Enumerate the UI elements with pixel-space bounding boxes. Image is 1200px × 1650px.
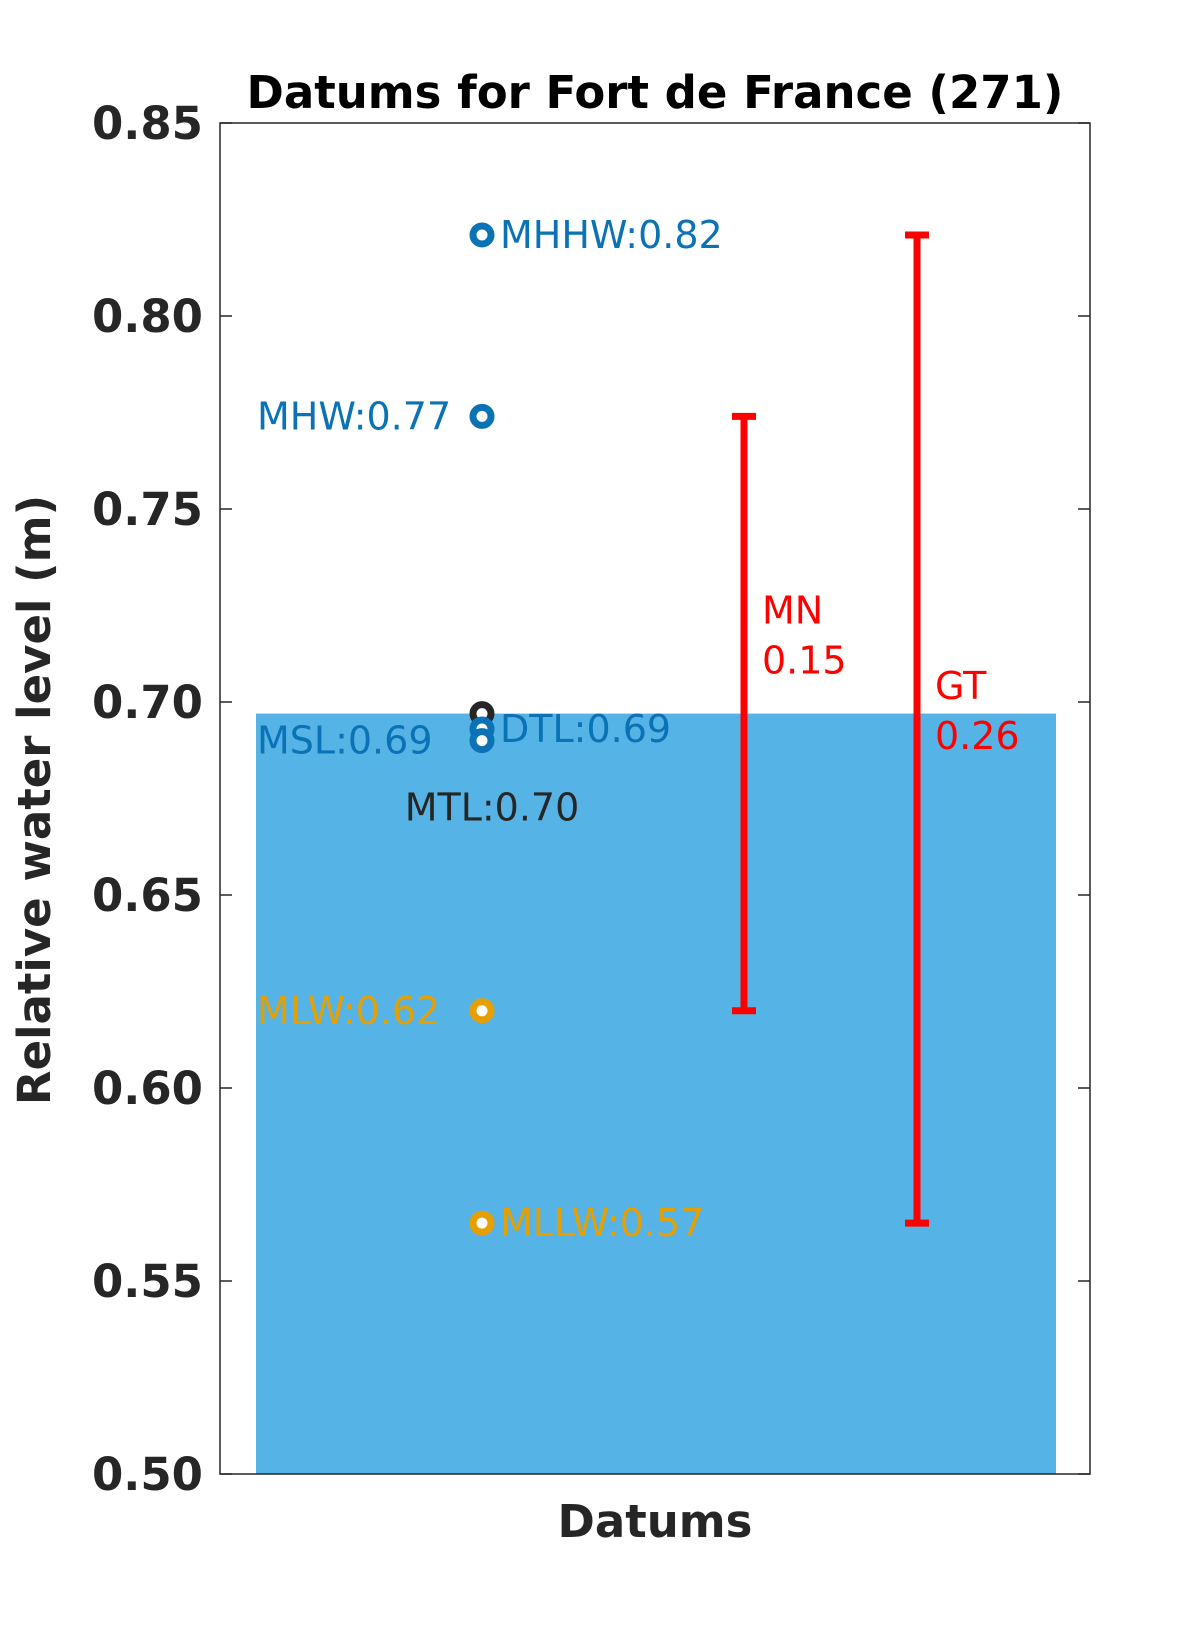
chart-title: Datums for Fort de France (271)	[247, 66, 1064, 119]
axes-frame	[219, 122, 1091, 1475]
gt-range-value: 0.26	[935, 714, 1020, 758]
mhhw-point	[469, 222, 495, 248]
mllw-point	[469, 1210, 495, 1236]
bar-datum-fill	[256, 713, 1056, 1474]
gt-range-name: GT	[935, 664, 987, 708]
y-axis-label: Relative water level (m)	[8, 495, 61, 1105]
mn-range-value: 0.15	[762, 639, 847, 683]
mn-range-name: MN	[762, 589, 823, 633]
y-tick-label: 0.50	[92, 1448, 203, 1501]
dtl-label: DTL:0.69	[500, 707, 671, 751]
y-tick-label: 0.55	[92, 1255, 203, 1308]
msl-label: MSL:0.69	[257, 719, 433, 763]
mhw-label: MHW:0.77	[257, 394, 451, 438]
x-axis-label: Datums	[558, 1495, 753, 1548]
y-tick-label: 0.70	[92, 676, 203, 729]
mlw-point	[469, 998, 495, 1024]
msl-point	[469, 728, 495, 754]
y-tick-label: 0.75	[92, 483, 203, 536]
mllw-label: MLLW:0.57	[500, 1201, 704, 1245]
mhhw-label: MHHW:0.82	[500, 213, 723, 257]
plot-area: 0.50 0.55 0.60 0.65 0.70 0.75 0.80 0.85 MN 0.15 GT…	[92, 97, 1091, 1501]
y-tick-label: 0.60	[92, 1062, 203, 1115]
y-tick-label: 0.85	[92, 97, 203, 150]
y-tick-label: 0.80	[92, 290, 203, 343]
mtl-label: MTL:0.70	[405, 786, 580, 830]
y-tick-label: 0.65	[92, 869, 203, 922]
mlw-label: MLW:0.62	[257, 989, 440, 1033]
mhw-point	[469, 403, 495, 429]
